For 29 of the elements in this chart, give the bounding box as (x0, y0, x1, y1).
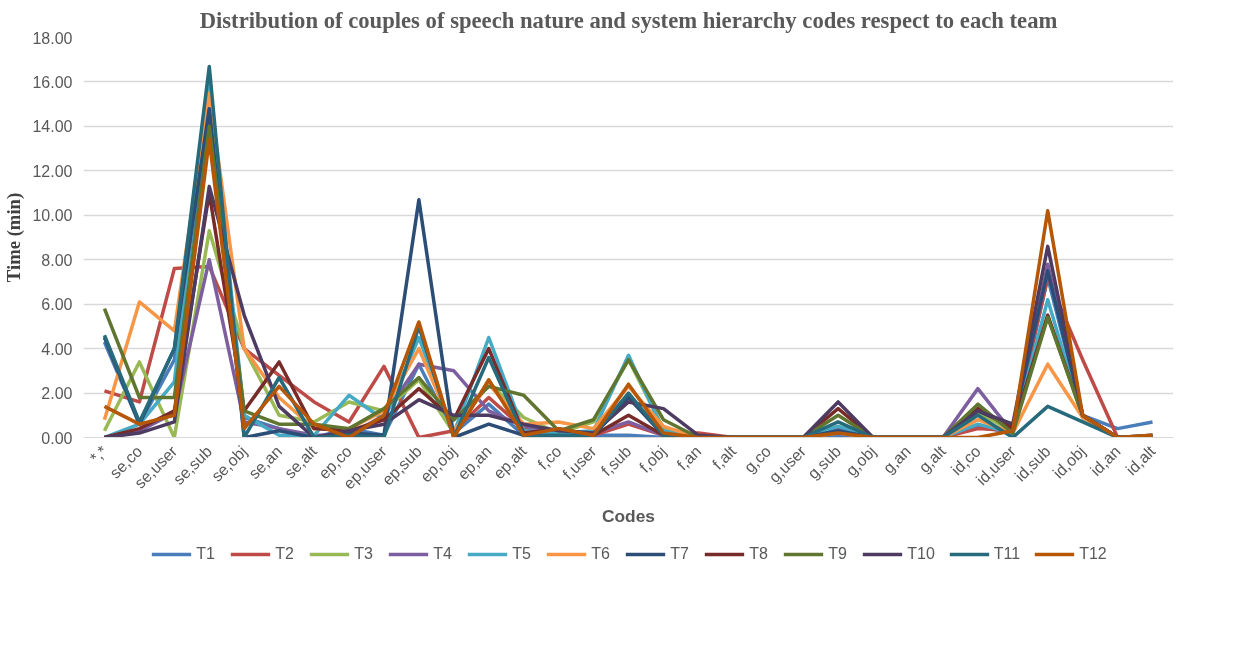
legend-label: T6 (591, 545, 611, 563)
y-tick-label: 6.00 (41, 296, 73, 314)
y-tick-label: 18.00 (32, 29, 73, 47)
y-tick-label: 4.00 (41, 340, 73, 358)
x-tick-label: f,alt (709, 442, 740, 473)
y-tick-label: 8.00 (41, 251, 73, 269)
x-tick-label: *,* (86, 442, 111, 467)
y-tick-label: 2.00 (41, 385, 73, 403)
legend-label: T8 (749, 545, 769, 563)
x-tick-label: g,an (879, 442, 914, 477)
legend-label: T3 (354, 545, 374, 563)
x-axis-title: Codes (602, 506, 655, 527)
legend-label: T11 (993, 545, 1021, 563)
legend-label: T9 (828, 545, 848, 563)
legend-label: T7 (670, 545, 690, 563)
legend-label: T10 (907, 545, 935, 563)
y-tick-label: 0.00 (41, 429, 73, 447)
y-axis-title: Time (min) (3, 192, 26, 283)
y-tick-label: 14.00 (32, 118, 73, 136)
legend-label: T1 (196, 545, 216, 563)
y-tick-label: 12.00 (32, 162, 73, 180)
legend-label: T4 (433, 545, 453, 563)
legend-label: T5 (512, 545, 532, 563)
y-tick-label: 16.00 (32, 73, 73, 91)
legend-label: T12 (1079, 545, 1107, 563)
chart-title: Distribution of couples of speech nature and system hierarchy codes respect to each team (199, 7, 1058, 33)
legend-label: T2 (275, 545, 295, 563)
x-tick-label: f,an (673, 442, 705, 474)
y-tick-label: 10.00 (32, 207, 73, 225)
